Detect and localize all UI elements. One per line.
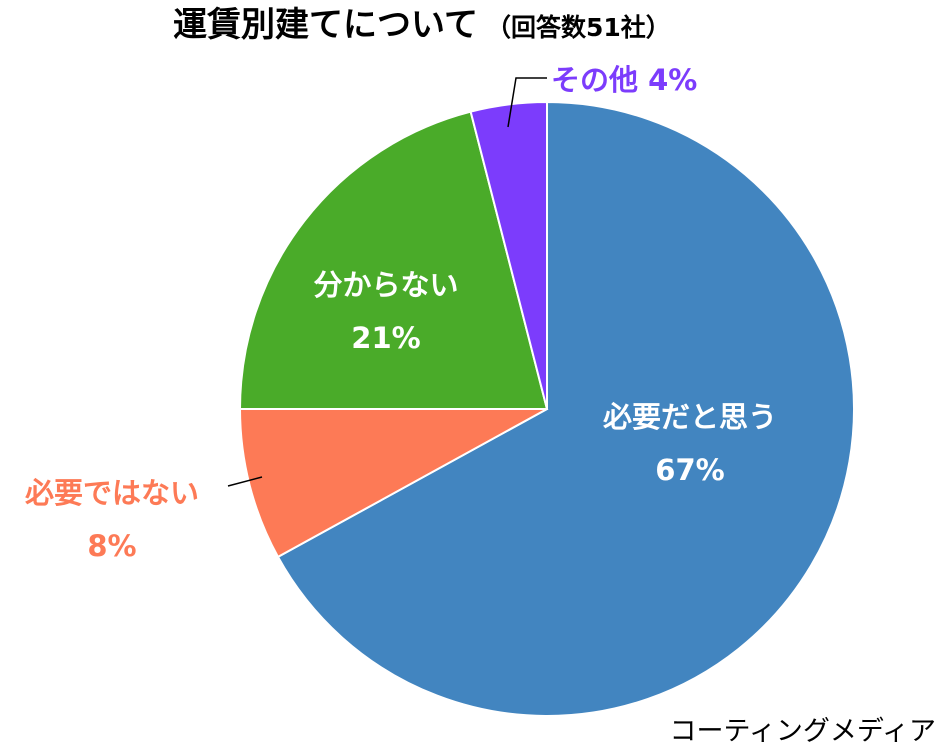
- slice-value-1: 67%: [655, 453, 724, 487]
- chart-title-main: 運賃別建てについて: [173, 5, 478, 45]
- slice-category-2: 必要ではない: [25, 476, 199, 510]
- slice-labels: 必要だと思う 67% 必要ではない 8% 分からない 21% その他 4%: [25, 63, 777, 563]
- pie-slice-4: [469, 100, 548, 410]
- pie-slice-1: [276, 100, 855, 717]
- pie-slice-2: [238, 408, 548, 559]
- pie-slices: [238, 100, 855, 717]
- chart-subtitle: （回答数51社）: [486, 13, 671, 42]
- slice-value-3: 21%: [351, 321, 420, 355]
- leader-line-4: [507, 77, 547, 128]
- pie-slice-3: [238, 110, 549, 410]
- slice-value-2: 8%: [87, 529, 136, 563]
- slice-category-3: 分からない: [313, 268, 458, 302]
- slice-category-4: その他: [551, 63, 638, 97]
- leader-lines: [227, 77, 547, 487]
- slice-category-1: 必要だと思う: [603, 400, 777, 434]
- credit-text: コーティングメディア: [670, 716, 937, 746]
- leader-line-2: [227, 476, 263, 487]
- slice-value-4: 4%: [638, 63, 697, 97]
- chart-title: 運賃別建てについて （回答数51社）: [173, 5, 671, 45]
- slice-label-4: その他 4%: [551, 63, 697, 97]
